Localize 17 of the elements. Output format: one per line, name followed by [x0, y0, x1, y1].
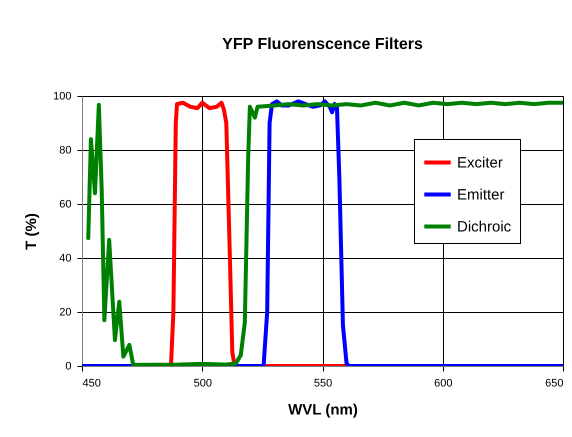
y-tick-label: 100: [53, 90, 72, 102]
x-tick-label: 650: [545, 378, 564, 390]
x-tick-label: 550: [314, 378, 332, 390]
x-tick-label: 450: [82, 378, 101, 390]
y-tick-label: 20: [59, 306, 72, 318]
y-axis-title: T (%): [23, 213, 40, 250]
x-axis-title: WVL (nm): [288, 402, 358, 418]
y-tick-label: 40: [59, 252, 72, 264]
y-tick-label: 80: [59, 144, 72, 156]
legend-label: Exciter: [457, 154, 503, 172]
y-tick-label: 60: [59, 198, 72, 210]
y-tick-label: 0: [65, 360, 72, 372]
legend-label: Dichroic: [457, 218, 512, 236]
legend-label: Emitter: [457, 186, 505, 204]
x-tick-label: 500: [194, 378, 212, 390]
x-tick-label: 600: [434, 378, 452, 390]
chart-title: YFP Fluorenscence Filters: [222, 36, 423, 53]
